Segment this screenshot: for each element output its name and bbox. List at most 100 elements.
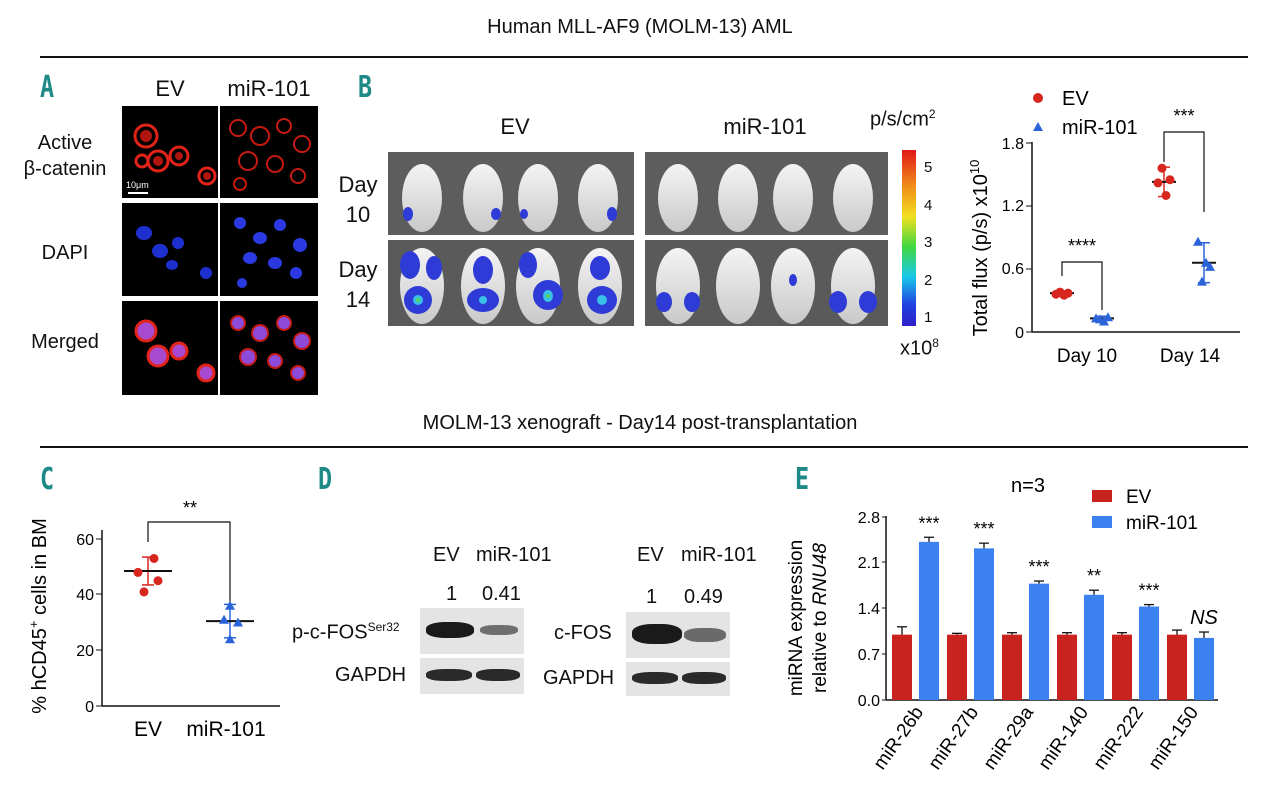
header-mid: MOLM-13 xenograft - Day14 post-transplan… bbox=[422, 412, 858, 434]
mirna-bar-1 bbox=[1084, 594, 1104, 700]
blot1-gapdh-image bbox=[420, 658, 524, 694]
flux-point bbox=[1103, 312, 1113, 322]
blot1-col-ev: EV bbox=[433, 544, 460, 566]
flux-chart: Total flux (p/s) x1010 0 0.6 1.2 1.8 Day… bbox=[967, 88, 1240, 367]
mirna-bar-0 bbox=[1167, 634, 1187, 700]
hcd45-ytick: 40 bbox=[76, 587, 94, 604]
panel-a-row-catenin: Active β-catenin bbox=[23, 132, 107, 180]
hcd45-chart: % hCD45+ cells in BM 0 20 40 60 EV miR-1… bbox=[26, 498, 280, 741]
panel-b-day14: Day 14 bbox=[338, 257, 378, 312]
flux-point bbox=[1201, 257, 1211, 267]
mirna-ytick: 2.1 bbox=[858, 555, 880, 572]
hcd45-ytick: 20 bbox=[76, 643, 94, 660]
mirna-ylabel-1: miRNA expression bbox=[786, 540, 807, 696]
colorbar-scale: x108 bbox=[900, 336, 939, 360]
flux-point bbox=[1197, 276, 1207, 286]
legend-ev-marker bbox=[1033, 93, 1043, 103]
colorbar-tick: 1 bbox=[924, 309, 933, 326]
hcd45-point bbox=[225, 600, 235, 610]
divider-mid bbox=[40, 446, 1248, 448]
blot2-val-ev: 1 bbox=[646, 586, 658, 608]
legend-e-ev: EV bbox=[1126, 487, 1152, 508]
legend-ev: EV bbox=[1062, 88, 1089, 110]
mirna-chart: n=3 miRNA expression relative to RNU48 0… bbox=[786, 475, 1219, 774]
colorbar-tick: 3 bbox=[924, 234, 933, 251]
legend-mir101: miR-101 bbox=[1062, 117, 1138, 139]
mirna-bar-0 bbox=[1002, 634, 1022, 700]
mirna-ytick: 1.4 bbox=[858, 601, 880, 618]
mirna-ytick: 0.0 bbox=[858, 693, 880, 710]
hcd45-point bbox=[149, 553, 159, 563]
blot2-gapdh-image bbox=[626, 662, 730, 696]
mirna-ytick: 2.8 bbox=[858, 510, 880, 527]
hcd45-point bbox=[139, 587, 149, 597]
micrograph-ev-catenin bbox=[122, 106, 218, 198]
mirna-xtick: miR-26b bbox=[870, 703, 928, 774]
divider-top bbox=[40, 56, 1248, 58]
mirna-bar-1 bbox=[1029, 583, 1049, 700]
mirna-sig: *** bbox=[973, 519, 994, 539]
panel-a-row-dapi: DAPI bbox=[41, 242, 89, 264]
legend-e-mir101-swatch bbox=[1092, 516, 1112, 528]
panel-a-col-ev: EV bbox=[155, 76, 185, 101]
mirna-ylabel-2: relative to RNU48 bbox=[810, 543, 831, 693]
colorbar-ticks: 5 4 3 2 1 bbox=[924, 149, 932, 337]
mirna-xtick: miR-222 bbox=[1090, 703, 1148, 774]
flux-xtick-day10: Day 10 bbox=[1057, 346, 1117, 367]
panel-b-day10: Day 10 bbox=[338, 172, 378, 227]
hcd45-point bbox=[233, 617, 243, 627]
flux-point bbox=[1157, 163, 1167, 173]
mirna-sig: ** bbox=[1087, 566, 1101, 586]
blot2-cfos-image bbox=[626, 612, 730, 658]
mirna-bar-1 bbox=[974, 548, 994, 700]
micrograph-ev-merged bbox=[122, 301, 218, 395]
colorbar bbox=[902, 150, 916, 326]
legend-mir101-marker bbox=[1033, 122, 1043, 131]
legend-e-mir101: miR-101 bbox=[1126, 513, 1198, 534]
flux-point bbox=[1165, 175, 1175, 185]
hcd45-ylabel: % hCD45+ cells in BM bbox=[26, 518, 51, 713]
micrograph-mir101-catenin bbox=[220, 106, 318, 198]
scale-bar bbox=[128, 192, 148, 194]
hcd45-sig: ** bbox=[183, 498, 197, 518]
mirna-bar-0 bbox=[892, 634, 912, 700]
mirna-bar-0 bbox=[1112, 634, 1132, 700]
blot2-val-mir101: 0.49 bbox=[684, 586, 723, 608]
mirna-xtick: miR-140 bbox=[1035, 703, 1093, 774]
mirna-bar-1 bbox=[1139, 606, 1159, 700]
blot1-col-mir101: miR-101 bbox=[476, 544, 552, 566]
hcd45-ytick: 0 bbox=[85, 699, 94, 716]
mirna-bar-0 bbox=[1057, 634, 1077, 700]
hcd45-xtick-mir101: miR-101 bbox=[186, 718, 265, 741]
panel-a-row-merged: Merged bbox=[31, 331, 99, 353]
blot1-val-ev: 1 bbox=[446, 583, 458, 605]
blot2-col-ev: EV bbox=[637, 544, 664, 566]
mirna-xtick: miR-29a bbox=[980, 702, 1039, 773]
mirna-bar-1 bbox=[919, 541, 939, 700]
colorbar-unit: p/s/cm2 bbox=[870, 107, 936, 131]
micrograph-mir101-merged bbox=[220, 301, 318, 395]
colorbar-tick: 5 bbox=[924, 159, 933, 176]
flux-sig-day14: *** bbox=[1173, 106, 1194, 126]
blot2-row-cfos: c-FOS bbox=[554, 622, 612, 644]
panel-d-label: D bbox=[318, 462, 333, 497]
flux-xtick-day14: Day 14 bbox=[1160, 346, 1221, 367]
blot1-pcfos-image bbox=[420, 608, 524, 654]
mirna-xtick: miR-27b bbox=[925, 703, 983, 774]
flux-point bbox=[1153, 178, 1163, 188]
panel-a-label: A bbox=[40, 70, 55, 105]
flux-point bbox=[1063, 288, 1073, 298]
blot2-col-mir101: miR-101 bbox=[681, 544, 757, 566]
hcd45-point bbox=[225, 634, 235, 644]
hcd45-xtick-ev: EV bbox=[134, 718, 162, 741]
flux-ytick: 0 bbox=[1015, 325, 1024, 342]
mirna-bar-0 bbox=[947, 634, 967, 700]
mirna-xtick: miR-150 bbox=[1145, 703, 1203, 774]
mirna-ytick: 0.7 bbox=[858, 647, 880, 664]
blot1-row-pcfos: p-c-FOSSer32 bbox=[292, 620, 400, 644]
header-top: Human MLL-AF9 (MOLM-13) AML bbox=[487, 16, 793, 38]
colorbar-tick: 4 bbox=[924, 196, 933, 214]
panel-e-label: E bbox=[795, 462, 810, 497]
flux-ytick: 1.2 bbox=[1002, 198, 1024, 215]
micrograph-ev-dapi bbox=[122, 203, 218, 296]
